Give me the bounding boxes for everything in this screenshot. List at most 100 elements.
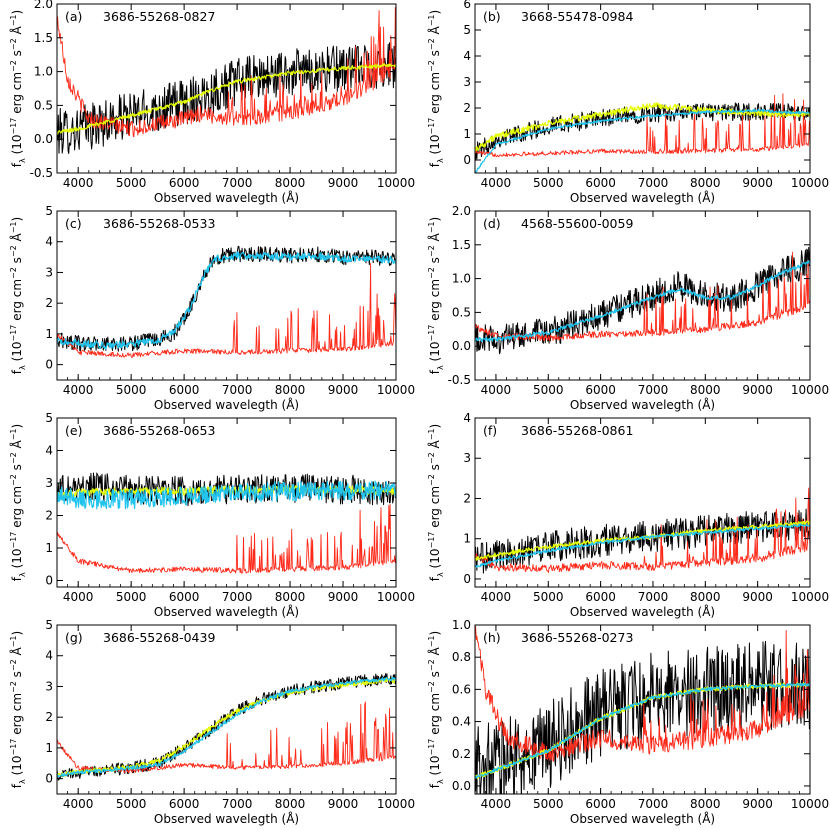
- x-tick-label: 10000: [791, 797, 829, 811]
- panel-label: (f): [483, 423, 497, 438]
- series-fit-line: [57, 63, 396, 135]
- y-tick-label: 0.5: [452, 305, 471, 319]
- plot-frame: [56, 210, 397, 381]
- x-tick-label: 9000: [742, 590, 773, 604]
- panel-e: 4000 5000 6000 7000 8000 9000 10000 0 1 2 3 4 5 Obser…: [9, 411, 415, 619]
- y-tick-label: 4: [45, 444, 53, 458]
- x-tick-label: 7000: [638, 590, 669, 604]
- x-tick-label: 8000: [275, 176, 306, 190]
- panel-label: (h): [483, 630, 501, 645]
- x-axis-title: Observed wavelegth (Å): [154, 604, 299, 619]
- x-tick-label: 8000: [275, 797, 306, 811]
- x-tick-label: 5000: [533, 176, 564, 190]
- y-axis-title: fλ (10−17 erg cm−2 s−2 Å−1): [427, 217, 445, 374]
- y-axis-title: fλ (10−17 erg cm−2 s−2 Å−1): [427, 10, 445, 167]
- series-fit-line: [57, 676, 396, 778]
- series-error-line: [57, 504, 396, 574]
- x-tick-label: 4000: [481, 797, 512, 811]
- plot-area: [475, 626, 810, 794]
- x-tick-label: 10000: [377, 383, 415, 397]
- plot-frame: [474, 417, 811, 588]
- y-tick-label: 2: [45, 710, 53, 724]
- panel-label: (e): [65, 423, 82, 438]
- plot-area: [57, 472, 396, 574]
- y-tick-label: 3: [463, 75, 471, 89]
- series-fit-line: [57, 251, 396, 350]
- y-tick-label: 0: [45, 574, 53, 588]
- y-axis-title: fλ (10−17 erg cm−2 s−2 Å−1): [427, 631, 445, 788]
- x-tick-label: 5000: [533, 590, 564, 604]
- x-tick-label: 5000: [533, 797, 564, 811]
- plate-mjd-fiber-label: 3668-55478-0984: [521, 9, 633, 24]
- x-axis-title: Observed wavelegth (Å): [570, 190, 715, 205]
- x-tick-label: 6000: [169, 590, 200, 604]
- x-axis-title: Observed wavelegth (Å): [570, 811, 715, 826]
- y-axis-title: fλ (10−17 erg cm−2 s−2 Å−1): [9, 631, 27, 788]
- plate-mjd-fiber-label: 4568-55600-0059: [521, 216, 633, 231]
- series-spectrum-line: [475, 508, 810, 574]
- x-tick-label: 9000: [742, 176, 773, 190]
- x-tick-label: 4000: [63, 590, 94, 604]
- plot-area: [57, 673, 396, 781]
- y-tick-label: 0.0: [34, 132, 53, 146]
- x-tick-label: 5000: [116, 797, 147, 811]
- y-tick-label: 5: [45, 618, 53, 632]
- series-fit-line: [475, 260, 810, 343]
- y-tick-label: 0.4: [452, 715, 471, 729]
- y-tick-label: 1.0: [452, 272, 471, 286]
- x-tick-label: 7000: [638, 383, 669, 397]
- plate-mjd-fiber-label: 3686-55268-0827: [103, 9, 215, 24]
- y-tick-label: 0.5: [34, 98, 53, 112]
- panel-g: 4000 5000 6000 7000 8000 9000 10000 0 1 2 3 4 5 Obser…: [9, 618, 415, 826]
- y-tick-label: 4: [463, 49, 471, 63]
- plate-mjd-fiber-label: 3686-55268-0439: [103, 630, 215, 645]
- plot-area: [475, 487, 810, 574]
- series-error-line: [475, 626, 810, 762]
- x-tick-label: 5000: [116, 176, 147, 190]
- y-axis-title: fλ (10−17 erg cm−2 s−2 Å−1): [9, 217, 27, 374]
- x-axis-title: Observed wavelegth (Å): [154, 190, 299, 205]
- x-tick-label: 7000: [222, 590, 253, 604]
- x-tick-label: 4000: [481, 383, 512, 397]
- series-spectrum-line: [475, 640, 810, 794]
- panel-label: (c): [65, 216, 82, 231]
- y-tick-label: 1.0: [452, 618, 471, 632]
- y-tick-label: 5: [45, 411, 53, 425]
- y-tick-label: 0: [463, 572, 471, 586]
- x-tick-label: 7000: [638, 176, 669, 190]
- x-tick-label: 10000: [377, 176, 415, 190]
- y-tick-label: 2: [45, 509, 53, 523]
- x-axis-title: Observed wavelegth (Å): [570, 604, 715, 619]
- x-tick-label: 8000: [275, 383, 306, 397]
- panel-b: 4000 5000 6000 7000 8000 9000 10000 0 1 2 3 4 5 6 Obse…: [427, 0, 829, 205]
- y-tick-label: 1: [45, 327, 53, 341]
- y-axis-title: fλ (10−17 erg cm−2 s−2 Å−1): [9, 424, 27, 581]
- y-tick-label: 0.0: [452, 779, 471, 793]
- panel-label: (d): [483, 216, 501, 231]
- y-tick-label: 5: [463, 23, 471, 37]
- x-tick-label: 9000: [328, 797, 359, 811]
- panel-d: 4000 5000 6000 7000 8000 9000 10000 -0.5 0.0 0.5 1…: [427, 204, 829, 412]
- x-axis-title: Observed wavelegth (Å): [154, 397, 299, 412]
- series-error-line: [57, 701, 396, 774]
- plot-frame: [474, 3, 811, 174]
- panel-c: 4000 5000 6000 7000 8000 9000 10000 0 1 2 3 4 5 Obser…: [9, 204, 415, 412]
- y-tick-label: 6: [463, 0, 471, 11]
- x-tick-label: 10000: [791, 590, 829, 604]
- panel-label: (a): [65, 9, 82, 24]
- x-tick-label: 6000: [585, 176, 616, 190]
- x-tick-label: 7000: [222, 383, 253, 397]
- x-tick-label: 5000: [116, 590, 147, 604]
- series-fit-line: [475, 682, 810, 779]
- x-tick-label: 9000: [328, 383, 359, 397]
- y-tick-label: 1: [463, 127, 471, 141]
- x-tick-label: 9000: [742, 383, 773, 397]
- y-tick-label: 2.0: [34, 0, 53, 11]
- y-tick-label: 0.6: [452, 682, 471, 696]
- y-tick-label: 4: [45, 649, 53, 663]
- x-tick-label: 8000: [690, 797, 721, 811]
- y-tick-label: 1: [463, 532, 471, 546]
- y-tick-label: 0: [463, 153, 471, 167]
- x-tick-label: 5000: [116, 383, 147, 397]
